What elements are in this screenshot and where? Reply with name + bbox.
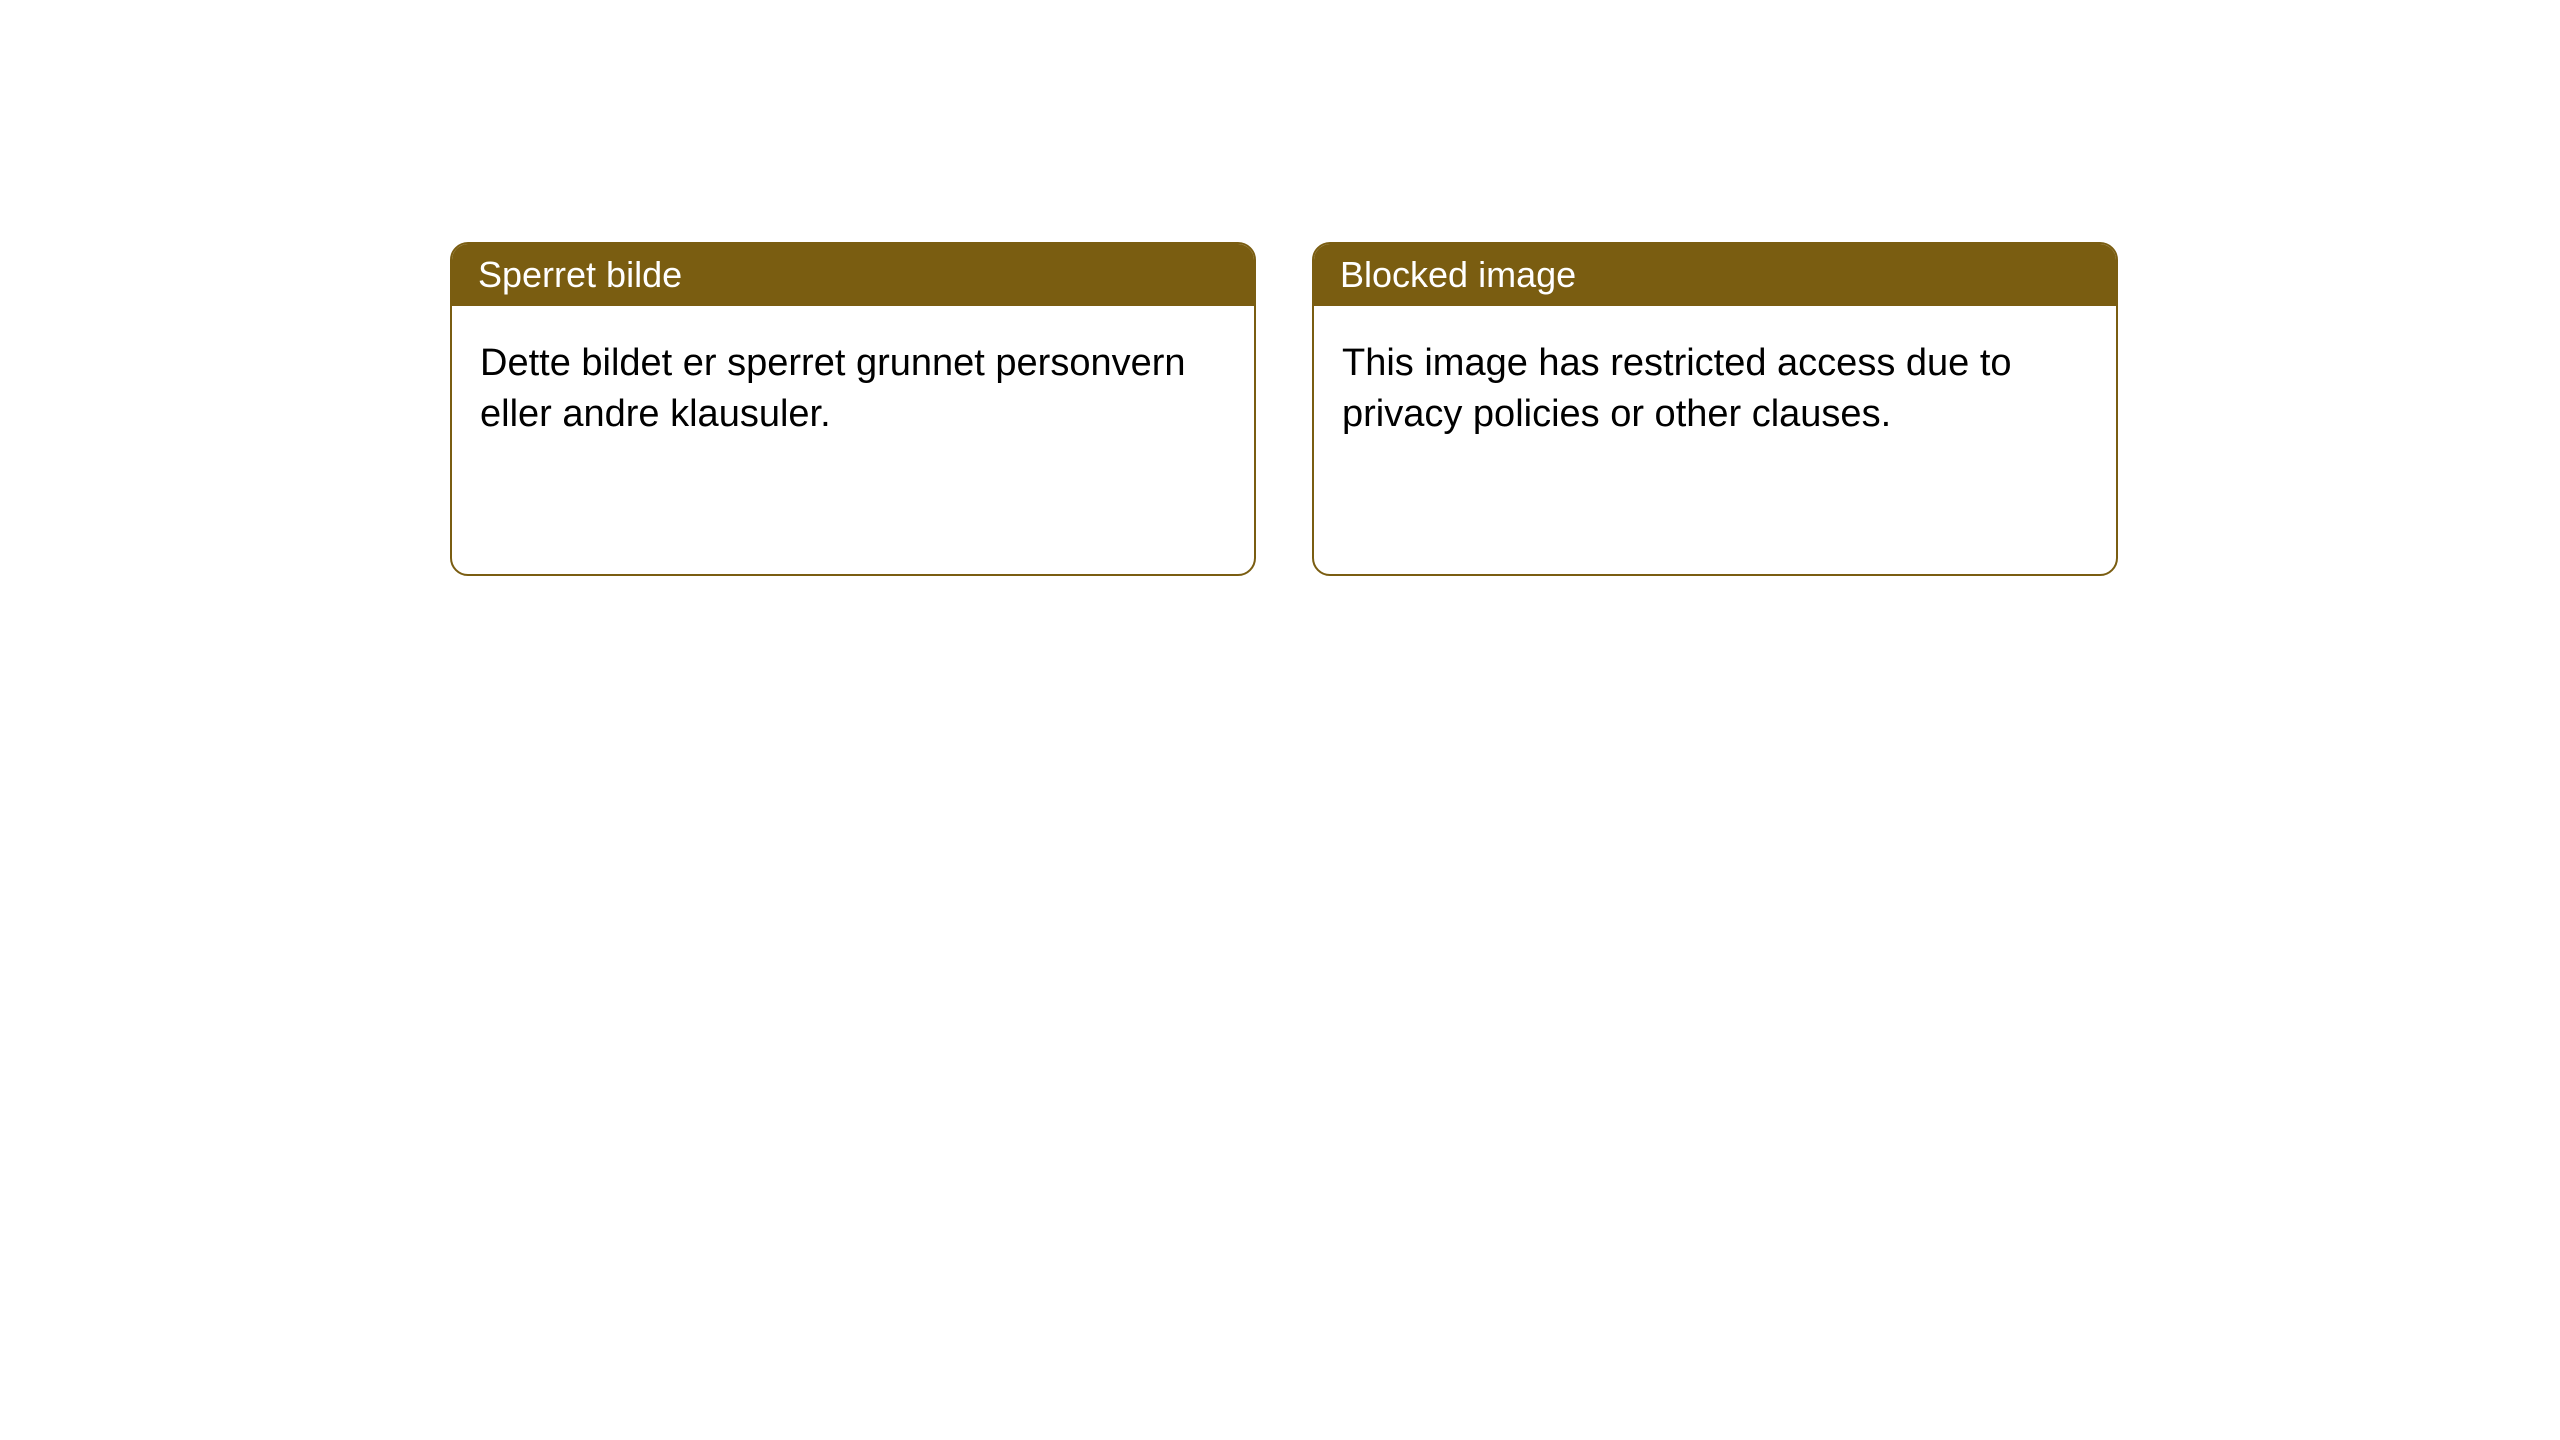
card-header: Sperret bilde — [452, 244, 1254, 306]
card-body: Dette bildet er sperret grunnet personve… — [452, 306, 1254, 473]
card-title: Sperret bilde — [478, 254, 682, 295]
notice-container: Sperret bilde Dette bildet er sperret gr… — [0, 0, 2560, 576]
card-body-text: This image has restricted access due to … — [1342, 342, 2012, 435]
blocked-image-card-english: Blocked image This image has restricted … — [1312, 242, 2118, 576]
card-body-text: Dette bildet er sperret grunnet personve… — [480, 342, 1186, 435]
card-header: Blocked image — [1314, 244, 2116, 306]
card-title: Blocked image — [1340, 254, 1576, 295]
card-body: This image has restricted access due to … — [1314, 306, 2116, 473]
blocked-image-card-norwegian: Sperret bilde Dette bildet er sperret gr… — [450, 242, 1256, 576]
